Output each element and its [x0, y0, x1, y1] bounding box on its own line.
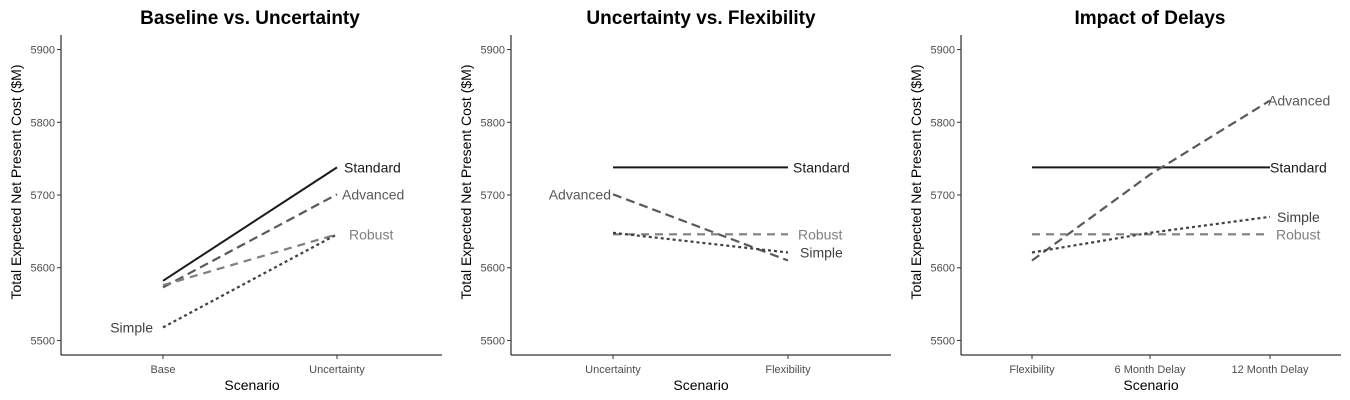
plot-area-impact-of-delays: 5500 5600 5700 5800 5900 Flexibility 6 Month D… [931, 35, 1341, 376]
x-tick-label: Uncertainty [309, 364, 365, 376]
series-line-advanced [612, 193, 789, 262]
series-label-robust: Robust [349, 226, 393, 242]
chart-panel-uncertainty-vs-flexibility: Uncertainty vs. Flexibility Scenario Tot… [458, 8, 816, 393]
x-axis-label: Scenario [673, 377, 728, 393]
y-tick-label: 5500 [931, 335, 955, 347]
y-tick-label: 5900 [481, 45, 505, 57]
series-label-standard: Standard [344, 159, 401, 175]
y-tick-label: 5700 [481, 190, 505, 202]
x-axis-label: Scenario [1123, 377, 1178, 393]
y-tick-label: 5600 [931, 263, 955, 275]
series-label-robust: Robust [798, 226, 842, 242]
plot-area-baseline-vs-uncertainty: 5500 5600 5700 5800 5900 Base Uncertainty Stand… [31, 35, 442, 376]
x-tick-label: 6 Month Delay [1115, 364, 1186, 376]
series-line-simple [612, 231, 789, 254]
chart-title: Impact of Delays [1075, 8, 1226, 29]
series-label-robust: Robust [1276, 226, 1320, 242]
chart-title: Baseline vs. Uncertainty [140, 8, 360, 29]
series-label-advanced: Advanced [549, 186, 611, 202]
y-tick-label: 5500 [31, 335, 55, 347]
y-axis-label: Total Expected Net Present Cost ($M) [458, 65, 474, 300]
x-tick-label: Flexibility [765, 364, 811, 376]
series-line-advanced [1031, 99, 1271, 262]
chart-title: Uncertainty vs. Flexibility [586, 8, 816, 29]
series-line-simple [1031, 215, 1271, 254]
x-axis-label: Scenario [224, 377, 279, 393]
series-line-simple [162, 233, 338, 329]
y-tick-label: 5900 [931, 45, 955, 57]
y-tick-label: 5800 [481, 117, 505, 129]
series-label-simple: Simple [800, 244, 843, 260]
chart-panel-baseline-vs-uncertainty: Baseline vs. Uncertainty Scenario Total … [8, 8, 360, 393]
series-label-advanced: Advanced [342, 186, 404, 202]
y-tick-label: 5800 [931, 117, 955, 129]
chart-panel-impact-of-delays: Impact of Delays Scenario Total Expected… [908, 8, 1226, 393]
y-tick-label: 5600 [481, 263, 505, 275]
y-tick-label: 5700 [31, 190, 55, 202]
series-label-advanced: Advanced [1268, 92, 1330, 108]
series-line-standard [162, 166, 338, 282]
y-tick-label: 5600 [31, 263, 55, 275]
series-line-robust [162, 233, 338, 287]
y-tick-label: 5900 [31, 45, 55, 57]
y-axis-label: Total Expected Net Present Cost ($M) [8, 65, 24, 300]
plot-area-uncertainty-vs-flexibility: 5500 5600 5700 5800 5900 Uncertainty Flexibili… [481, 35, 891, 376]
y-axis-label: Total Expected Net Present Cost ($M) [908, 65, 924, 300]
x-tick-label: Base [150, 364, 175, 376]
series-label-standard: Standard [793, 159, 850, 175]
y-tick-label: 5800 [31, 117, 55, 129]
series-label-standard: Standard [1270, 159, 1327, 175]
series-label-simple: Simple [1277, 209, 1320, 225]
y-tick-label: 5700 [931, 190, 955, 202]
series-label-simple: Simple [110, 319, 153, 335]
y-tick-label: 5500 [481, 335, 505, 347]
series-line-advanced [162, 193, 338, 289]
x-tick-label: 12 Month Delay [1231, 364, 1309, 376]
x-tick-label: Flexibility [1009, 364, 1055, 376]
x-tick-label: Uncertainty [585, 364, 641, 376]
